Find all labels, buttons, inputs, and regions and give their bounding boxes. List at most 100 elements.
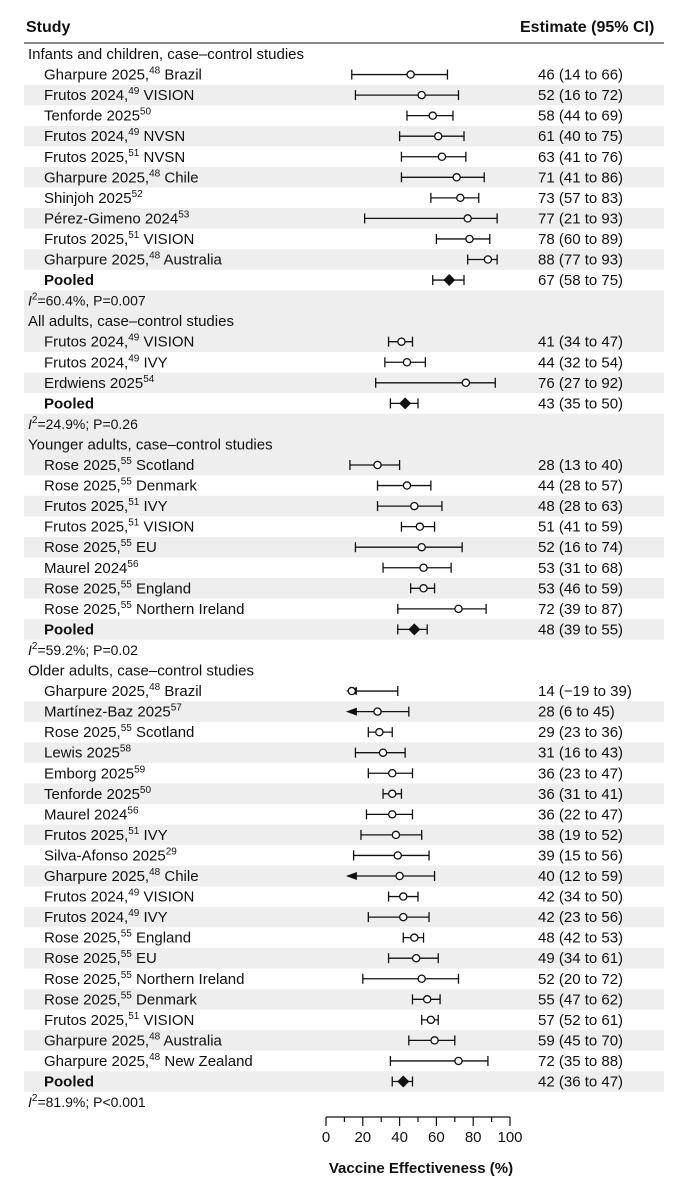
row-bands xyxy=(24,84,664,1092)
estimate-value: 42 (34 to 50) xyxy=(538,889,623,906)
point-estimate xyxy=(483,255,493,264)
estimate-value: 63 (41 to 76) xyxy=(538,149,623,166)
point-estimate xyxy=(456,193,465,203)
row-band xyxy=(24,536,664,558)
pooled-estimate-value: 43 (35 to 50) xyxy=(538,395,623,412)
heterogeneity-stat: I2=24.9%; P=0.26 xyxy=(28,415,138,432)
study-label: Tenforde 202550 xyxy=(44,785,151,803)
row-band xyxy=(24,989,664,1010)
row-band xyxy=(24,167,664,188)
estimate-value: 39 (15 to 56) xyxy=(538,847,623,864)
pooled-row: Pooled 43 (35 to 50) xyxy=(44,395,623,412)
study-label: Gharpure 2025,48 Brazil xyxy=(44,66,202,84)
estimate-value: 38 (19 to 52) xyxy=(538,827,623,844)
group-title: Older adults, case–control studies xyxy=(28,663,254,680)
study-label: Rose 2025,55 Scotland xyxy=(44,723,194,741)
study-label: Rose 2025,55 Denmark xyxy=(44,990,197,1008)
point-estimate xyxy=(463,214,472,223)
point-estimate xyxy=(419,584,428,593)
estimate-column-header: Estimate (95% CI) xyxy=(520,19,654,36)
pooled-label: Pooled xyxy=(44,1074,94,1091)
study-row: Frutos 2025,51 IVY 38 (19 to 52) xyxy=(44,826,623,844)
estimate-value: 58 (44 to 69) xyxy=(538,108,623,125)
estimate-value: 36 (23 to 47) xyxy=(538,765,623,782)
study-row: Frutos 2024,49 VISION 52 (16 to 72) xyxy=(44,86,623,104)
row-band xyxy=(24,372,664,394)
point-estimate xyxy=(417,974,426,984)
point-estimate xyxy=(387,789,397,799)
row-band xyxy=(24,619,664,640)
point-estimate xyxy=(454,1056,463,1066)
study-row: Gharpure 2025,48 Chile 71 (41 to 86) xyxy=(44,168,623,186)
pooled-label: Pooled xyxy=(44,395,94,412)
estimate-value: 76 (27 to 92) xyxy=(538,375,623,392)
study-label: Lewis 202558 xyxy=(44,744,131,762)
study-row: Rose 2025,55 Northern Ireland 72 (39 to 8… xyxy=(44,600,623,618)
point-estimate xyxy=(406,70,415,79)
estimate-value: 51 (41 to 59) xyxy=(538,519,623,536)
row-band xyxy=(24,701,664,722)
study-row: Tenforde 202550 58 (44 to 69) xyxy=(44,107,623,125)
estimate-value: 59 (45 to 70) xyxy=(538,1032,623,1049)
study-rows: Infants and children, case–control studi… xyxy=(28,46,632,1110)
row-band xyxy=(24,947,664,969)
study-row: Frutos 2025,51 VISION 51 (41 to 59) xyxy=(44,518,623,536)
study-row: Rose 2025,55 Scotland 28 (13 to 40) xyxy=(44,456,623,474)
estimate-value: 71 (41 to 86) xyxy=(538,169,623,186)
study-row: Gharpure 2025,48 New Zealand 72 (35 to 88… xyxy=(44,1052,623,1070)
estimate-value: 46 (14 to 66) xyxy=(538,67,623,84)
point-estimate xyxy=(426,1015,436,1025)
point-estimate xyxy=(415,522,425,531)
estimate-value: 44 (32 to 54) xyxy=(538,354,623,371)
row-band xyxy=(24,824,664,846)
study-row: Gharpure 2025,48 Australia 88 (77 to 93) xyxy=(44,251,623,269)
heterogeneity-stat: I2=59.2%; P=0.02 xyxy=(28,641,138,658)
study-row: Martínez-Baz 202557 28 (6 to 45) xyxy=(44,703,615,721)
point-estimate xyxy=(375,727,384,737)
x-tick-label: 100 xyxy=(497,1129,522,1146)
study-row: Shinjoh 202552 73 (57 to 83) xyxy=(44,189,623,207)
estimate-value: 55 (47 to 62) xyxy=(538,991,623,1008)
study-label: Frutos 2024,49 VISION xyxy=(44,333,194,351)
study-label: Rose 2025,55 EU xyxy=(44,538,157,556)
estimate-value: 36 (31 to 41) xyxy=(538,786,623,803)
study-label: Gharpure 2025,48 Chile xyxy=(44,867,199,885)
study-label: Frutos 2025,51 IVY xyxy=(44,826,168,844)
estimate-value: 41 (34 to 47) xyxy=(538,334,623,351)
study-label: Gharpure 2025,48 Australia xyxy=(44,1031,223,1049)
point-estimate xyxy=(411,953,421,963)
pooled-estimate-value: 42 (36 to 47) xyxy=(538,1074,623,1091)
study-label: Frutos 2025,51 IVY xyxy=(44,497,168,515)
study-label: Rose 2025,55 England xyxy=(44,579,191,597)
point-estimate xyxy=(391,830,401,840)
study-label: Frutos 2025,51 NVSN xyxy=(44,148,185,166)
study-row: Frutos 2025,51 VISION 57 (52 to 61) xyxy=(44,1011,623,1029)
heterogeneity-stat: I2=60.4%, P=0.007 xyxy=(28,292,146,309)
study-label: Frutos 2024,49 IVY xyxy=(44,353,168,371)
point-estimate xyxy=(373,460,382,470)
row-band xyxy=(24,742,664,763)
point-estimate xyxy=(373,707,382,716)
study-label: Frutos 2024,49 IVY xyxy=(44,908,168,926)
row-band xyxy=(24,578,664,599)
pooled-diamond xyxy=(397,1075,410,1088)
study-row: Rose 2025,55 Denmark 44 (28 to 57) xyxy=(44,477,623,495)
point-estimate xyxy=(393,851,403,860)
study-row: Gharpure 2025,48 Chile 40 (12 to 59) xyxy=(44,867,623,885)
estimate-value: 73 (57 to 83) xyxy=(538,190,623,207)
group-title: Younger adults, case–control studies xyxy=(28,436,273,453)
ci-arrow-left xyxy=(345,872,357,880)
study-row: Erdwiens 202554 76 (27 to 92) xyxy=(44,374,623,392)
study-label: Gharpure 2025,48 Chile xyxy=(44,168,199,186)
study-label: Frutos 2024,49 VISION xyxy=(44,86,194,104)
study-row: Tenforde 202550 36 (31 to 41) xyxy=(44,785,623,803)
point-estimate xyxy=(397,337,406,346)
study-row: Frutos 2024,49 IVY 44 (32 to 54) xyxy=(44,353,623,371)
point-estimate xyxy=(417,90,426,100)
estimate-value: 78 (60 to 89) xyxy=(538,231,623,248)
point-estimate xyxy=(419,563,428,573)
estimate-value: 52 (16 to 74) xyxy=(538,539,623,556)
study-row: Gharpure 2025,48 Brazil 46 (14 to 66) xyxy=(44,66,623,84)
pooled-row: Pooled 42 (36 to 47) xyxy=(44,1074,623,1091)
estimate-value: 53 (46 to 59) xyxy=(538,580,623,597)
